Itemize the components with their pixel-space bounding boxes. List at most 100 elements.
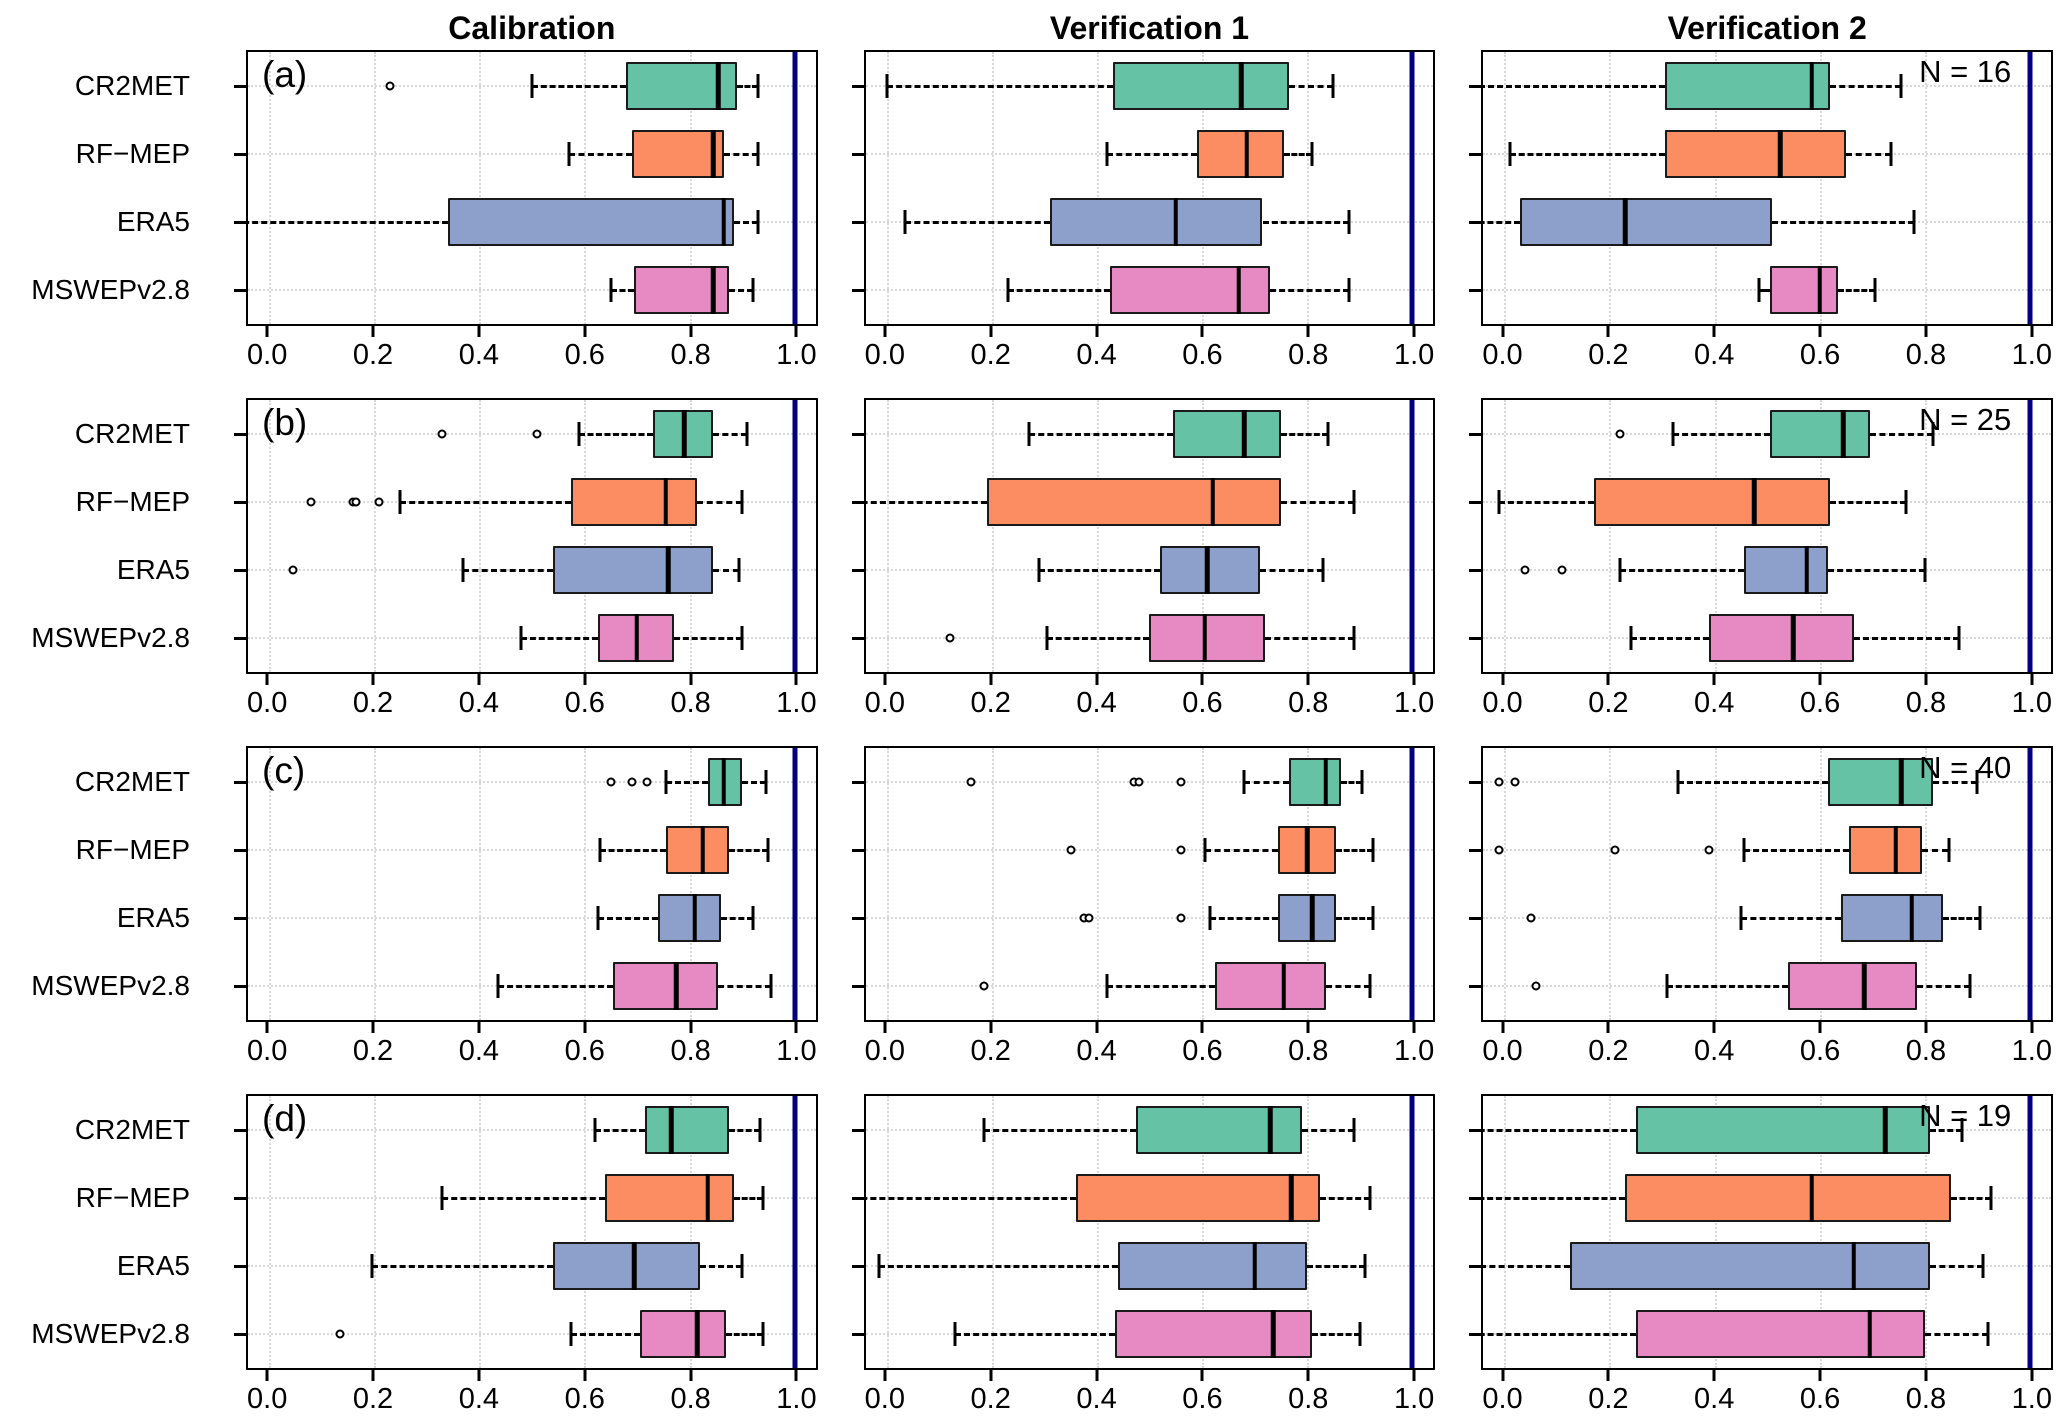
outlier-point	[1066, 845, 1076, 855]
upper-whisker	[1827, 568, 1925, 572]
lower-whisker	[1046, 636, 1150, 640]
vertical-gridline	[1202, 52, 1205, 324]
y-axis-tick	[234, 916, 246, 920]
y-axis-label: ERA5	[116, 902, 190, 933]
x-axis-tick	[1501, 1370, 1504, 1381]
x-axis-tick-label: 0.8	[1905, 1383, 1947, 1415]
vertical-gridline	[1504, 748, 1507, 1020]
lower-whisker	[1483, 1128, 1636, 1132]
lower-whisker	[531, 84, 627, 88]
median-line	[1270, 1310, 1276, 1358]
upper-whisker	[728, 1128, 761, 1132]
outlier-point	[1176, 913, 1186, 923]
vertical-gridline	[374, 400, 377, 672]
median-line	[1893, 826, 1899, 874]
vertical-gridline	[1096, 400, 1099, 672]
iqr-box	[552, 546, 714, 594]
outlier-point	[1531, 981, 1541, 991]
median-line	[1202, 614, 1207, 662]
upper-whisker-cap	[1368, 1186, 1372, 1210]
vertical-gridline	[991, 1096, 994, 1368]
vertical-gridline	[269, 400, 272, 672]
x-axis-tick	[1501, 674, 1504, 685]
y-axis-tick	[234, 1332, 246, 1336]
iqr-box	[1848, 826, 1923, 874]
y-axis-tick	[234, 636, 246, 640]
boxplot-panel	[863, 1094, 1436, 1370]
y-axis-tick	[851, 500, 864, 504]
lower-whisker	[955, 1332, 1116, 1336]
upper-whisker	[718, 984, 771, 988]
vertical-gridline	[1504, 1096, 1507, 1368]
median-line	[692, 894, 698, 942]
x-axis-tick	[477, 1022, 481, 1033]
lower-whisker-cap	[1037, 558, 1041, 582]
sample-size-label: N = 40	[1919, 750, 2012, 785]
upper-whisker-cap	[1957, 626, 1961, 650]
x-axis-tick	[1200, 326, 1204, 337]
upper-whisker-cap	[1873, 278, 1877, 302]
x-axis-tick-label: 0.4	[1076, 1383, 1117, 1415]
upper-whisker	[673, 636, 743, 640]
x-axis-tick	[689, 1370, 693, 1381]
upper-whisker-cap	[756, 210, 760, 234]
median-line	[1173, 198, 1179, 246]
upper-whisker-cap	[1923, 558, 1927, 582]
upper-whisker-cap	[1968, 974, 1972, 998]
x-axis-tick	[371, 1370, 375, 1381]
x-axis-tick-label: 0.4	[458, 1035, 500, 1067]
vertical-gridline	[269, 1096, 272, 1368]
lower-whisker	[1630, 636, 1710, 640]
median-line	[700, 826, 705, 874]
upper-whisker-cap	[1326, 422, 1330, 446]
panel-cell: 0.0 0.2 0.4 0.6 0.8 1.0	[851, 50, 1436, 372]
x-axis-tick-label: 0.2	[970, 1383, 1011, 1415]
reference-line	[2027, 1096, 2033, 1368]
x-axis-tick	[1712, 1370, 1716, 1381]
outlier-point	[627, 777, 637, 787]
panel-letter: (c)	[262, 750, 306, 791]
upper-whisker-cap	[1352, 1118, 1356, 1142]
x-axis-tick-label: 0.2	[970, 1035, 1011, 1067]
upper-whisker	[1951, 1196, 1991, 1200]
upper-whisker-cap	[1960, 1118, 1964, 1142]
y-axis-tick	[851, 568, 864, 572]
upper-whisker-cap	[1331, 74, 1335, 98]
vertical-gridline	[374, 1096, 377, 1368]
x-axis-tick-label: 0.6	[1182, 1383, 1223, 1415]
x-axis-tick	[1924, 326, 1928, 337]
boxplot-panel: (d)	[246, 1094, 818, 1370]
x-axis-tick-label: 1.0	[1393, 339, 1435, 371]
iqr-box	[1520, 198, 1773, 246]
iqr-box	[571, 478, 698, 526]
lower-whisker-cap	[1027, 422, 1031, 446]
upper-whisker	[736, 84, 758, 88]
upper-whisker	[734, 220, 758, 224]
x-axis: 0.0 0.2 0.4 0.6 0.8 1.0	[1481, 674, 2053, 720]
vertical-gridline	[689, 52, 692, 324]
x-axis-tick	[1095, 326, 1099, 337]
boxplot-panel	[863, 746, 1436, 1022]
x-axis-tick	[989, 1370, 993, 1381]
x-axis-tick	[1712, 1022, 1716, 1033]
x-axis-tick-label: 0.0	[247, 687, 288, 719]
y-axis-labels: CR2MET RF−MEP ERA5 MSWEPv2.8	[0, 746, 200, 1022]
panel-row-a: CR2MET RF−MEP ERA5 MSWEPv2.8 (a) 0.0 0.2 0.4 0.6…	[0, 50, 2057, 372]
y-axis-label: ERA5	[116, 206, 190, 237]
vertical-gridline	[1924, 1096, 1927, 1368]
lower-whisker-cap	[593, 1118, 597, 1142]
upper-whisker-cap	[740, 626, 744, 650]
y-axis-tick	[1469, 220, 1482, 224]
x-axis-tick	[265, 674, 269, 685]
x-axis-tick	[1924, 674, 1928, 685]
lower-whisker	[865, 1196, 1076, 1200]
upper-whisker	[1772, 220, 1915, 224]
upper-whisker-cap	[1912, 210, 1916, 234]
x-axis-tick-label: 0.0	[247, 1383, 288, 1415]
y-axis-label: CR2MET	[74, 766, 190, 797]
vertical-gridline	[1819, 400, 1822, 672]
vertical-gridline	[1307, 400, 1310, 672]
y-axis-tick	[851, 848, 864, 852]
iqr-box	[1110, 266, 1271, 314]
upper-whisker-cap	[1310, 142, 1314, 166]
